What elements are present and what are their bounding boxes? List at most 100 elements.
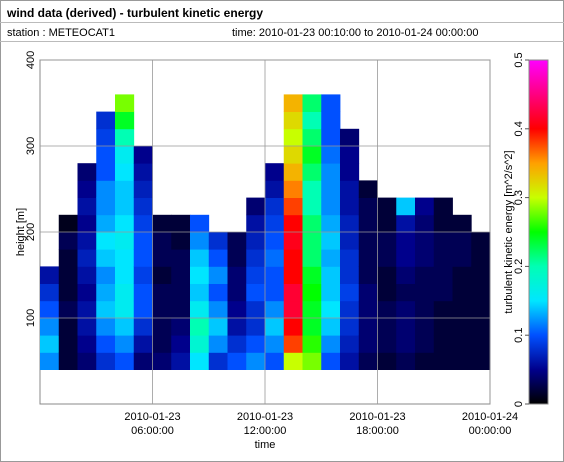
y-tick-label: 100 <box>25 309 37 327</box>
heat-cell <box>283 111 303 130</box>
heat-cell <box>302 214 322 233</box>
heat-cell <box>190 283 210 302</box>
heat-cell <box>358 249 378 267</box>
heat-cell <box>133 266 153 284</box>
heat-cell <box>190 266 210 284</box>
heat-cell <box>283 180 303 198</box>
heat-cell <box>452 352 472 370</box>
heat-cell <box>115 128 135 147</box>
heat-cell <box>377 335 397 353</box>
heat-cell <box>321 180 341 198</box>
heat-cell <box>265 318 285 336</box>
heat-cell <box>283 163 303 181</box>
heat-cell <box>283 197 303 216</box>
heat-cell <box>340 300 360 319</box>
heat-cell <box>115 318 135 336</box>
heat-cell <box>321 214 341 233</box>
heat-cell <box>58 214 78 233</box>
heat-cell <box>152 300 172 319</box>
heat-cell <box>283 146 303 164</box>
heat-cell <box>190 300 210 319</box>
heat-cell <box>302 318 322 336</box>
heat-cell <box>77 335 97 353</box>
heat-cell <box>340 283 360 302</box>
heat-cell <box>58 335 78 353</box>
heat-cell <box>415 249 435 267</box>
heat-cell <box>115 146 135 164</box>
heat-cell <box>321 163 341 181</box>
heat-cell <box>358 300 378 319</box>
heat-cell <box>377 266 397 284</box>
heat-cell <box>265 249 285 267</box>
heat-cell <box>96 318 116 336</box>
heat-cell <box>433 318 453 336</box>
heat-cell <box>283 94 303 112</box>
heat-cell <box>471 249 491 267</box>
heat-cell <box>340 318 360 336</box>
heat-cell <box>115 283 135 302</box>
heat-cell <box>321 94 341 112</box>
heat-cell <box>40 266 60 284</box>
heat-cell <box>452 283 472 302</box>
heat-cell <box>58 300 78 319</box>
heat-cell <box>208 300 228 319</box>
heat-cell <box>415 197 435 216</box>
y-tick-label: 300 <box>25 137 37 155</box>
colorbar <box>528 59 549 405</box>
heat-cell <box>96 249 116 267</box>
heat-cell <box>433 266 453 284</box>
heat-cell <box>283 266 303 284</box>
heat-cell <box>171 318 191 336</box>
heat-cell <box>77 283 97 302</box>
heat-cell <box>340 352 360 370</box>
heat-cell <box>471 283 491 302</box>
heat-cell <box>96 352 116 370</box>
heat-cell <box>396 283 416 302</box>
heat-cell <box>433 352 453 370</box>
heat-cell <box>40 318 60 336</box>
heat-cell <box>227 300 247 319</box>
heat-cell <box>115 232 135 250</box>
heat-cell <box>321 146 341 164</box>
heat-cell <box>283 352 303 370</box>
heat-cell <box>471 300 491 319</box>
heat-cell <box>396 318 416 336</box>
heat-cell <box>302 111 322 130</box>
heat-cell <box>471 232 491 250</box>
heat-cell <box>133 163 153 181</box>
heat-cell <box>283 249 303 267</box>
heat-cell <box>246 335 266 353</box>
heat-cell <box>190 335 210 353</box>
x-axis-label: time <box>255 439 276 451</box>
heat-cell <box>377 318 397 336</box>
heat-cell <box>340 249 360 267</box>
heat-cell <box>265 163 285 181</box>
heat-cell <box>227 283 247 302</box>
heat-cell <box>358 232 378 250</box>
heat-cell <box>265 232 285 250</box>
heat-cell <box>452 214 472 233</box>
heat-cell <box>96 111 116 130</box>
heat-cell <box>265 283 285 302</box>
heat-cell <box>115 94 135 112</box>
station: station : METEOCAT1 <box>7 27 115 39</box>
colorbar-tick-label: 0.1 <box>513 328 525 343</box>
heat-cell <box>40 352 60 370</box>
heat-cell <box>302 146 322 164</box>
x-tick-label: 2010-01-23 12:00:00 <box>237 411 293 437</box>
heat-cell <box>433 214 453 233</box>
heat-cell <box>377 232 397 250</box>
heat-cell <box>302 352 322 370</box>
heat-cell <box>302 180 322 198</box>
heat-cell <box>377 300 397 319</box>
heat-cell <box>283 335 303 353</box>
heat-cell <box>452 318 472 336</box>
heat-cell <box>396 214 416 233</box>
heat-cell <box>96 266 116 284</box>
heat-cell <box>246 318 266 336</box>
x-tick-label: 2010-01-23 18:00:00 <box>349 411 405 437</box>
heat-cell <box>471 266 491 284</box>
heat-cell <box>190 352 210 370</box>
heat-cell <box>227 249 247 267</box>
heat-cell <box>283 128 303 147</box>
